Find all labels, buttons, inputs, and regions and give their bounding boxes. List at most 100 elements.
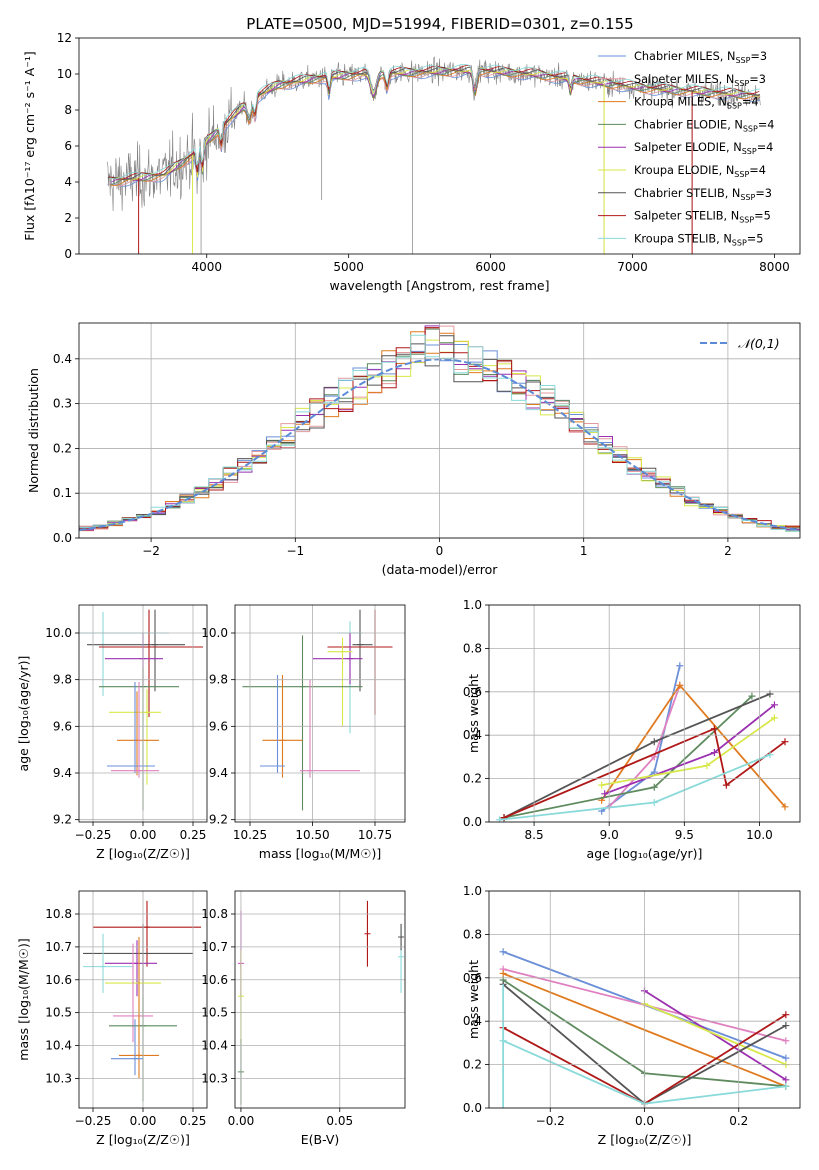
y-tick-label: 12 <box>57 31 72 45</box>
axes-frame <box>78 37 801 255</box>
chart-residuals: −2 −1 0 1 2 0.0 0.1 0.2 0.3 0.4 (data-model)/error… <box>26 322 801 577</box>
data-point <box>279 737 286 744</box>
x-axis-label: E(B-V) <box>301 1132 340 1147</box>
y-tick-label: 0.4 <box>53 352 72 366</box>
data-point <box>299 683 306 690</box>
data-point <box>347 655 353 662</box>
y-tick-label: 10.7 <box>201 940 228 954</box>
x-tick-label: 1 <box>580 544 588 558</box>
chart-spectrum: 4000 5000 6000 7000 8000 0 2 4 6 8 10 12 wavelength … <box>22 31 801 293</box>
weight-marker <box>499 948 507 956</box>
weight-marker <box>598 781 606 789</box>
y-tick-label: 0.3 <box>53 397 72 411</box>
y-tick-label: 0.6 <box>463 971 482 985</box>
model-line-salpeter_stelib <box>108 64 760 180</box>
legend-entry: Salpeter STELIB, NSSP=5 <box>634 210 771 225</box>
data-point <box>144 709 150 716</box>
plots-layer: 4000 5000 6000 7000 8000024681012wavelength … <box>16 31 801 1147</box>
y-tick-label: 0.4 <box>463 728 482 742</box>
y-tick-label: 10.5 <box>201 1006 228 1020</box>
legend-suffix: =3 <box>755 187 772 200</box>
x-tick-label: 0 <box>436 544 444 558</box>
x-tick-label: 4000 <box>191 260 222 274</box>
weight-marker <box>782 1011 790 1019</box>
x-tick-label: 0.25 <box>180 1114 207 1128</box>
legend-suffix: =3 <box>749 73 766 86</box>
y-axis-label: Normed distribution <box>26 368 41 493</box>
legend-name: Kroupa ELODIE, N <box>634 164 734 177</box>
y-axis-label: mass [log₁₀(M/M☉)] <box>16 938 31 1060</box>
data-point <box>398 953 405 960</box>
model-line-chabrier_stelib <box>107 66 761 181</box>
x-tick-label: 0.25 <box>180 828 207 842</box>
weight-marker <box>782 1022 790 1030</box>
figure-title: PLATE=0500, MJD=51994, FIBERID=0301, z=0… <box>246 15 633 33</box>
axes-frame <box>488 604 801 823</box>
x-tick-label: −0.25 <box>75 828 112 842</box>
x-axis-label: mass [log₁₀(M/M☉)] <box>259 846 381 861</box>
y-tick-label: 9.8 <box>209 673 228 687</box>
y-axis-label: age [log₁₀(age/yr)] <box>16 656 31 772</box>
legend-entry: Chabrier STELIB, NSSP=3 <box>634 187 772 202</box>
legend-sub: SSP <box>742 147 757 156</box>
weight-marker <box>766 751 774 759</box>
y-tick-label: 0.8 <box>463 927 482 941</box>
y-tick-label: 10.0 <box>45 626 72 640</box>
y-tick-label: 0.8 <box>463 641 482 655</box>
y-tick-label: 10.4 <box>45 1039 72 1053</box>
y-tick-label: 9.2 <box>53 813 72 827</box>
data-point <box>339 648 346 655</box>
weight-marker <box>650 738 658 746</box>
x-tick-label: −0.25 <box>75 1114 112 1128</box>
legend-suffix: =3 <box>750 50 767 63</box>
legend-name: Salpeter ELODIE, N <box>634 141 742 154</box>
weight-line-kroupa_elodie <box>644 1002 787 1066</box>
weight-marker <box>703 762 711 770</box>
weight-marker <box>781 738 789 746</box>
x-tick-label: 0.00 <box>228 1114 255 1128</box>
y-tick-label: 0.4 <box>463 1014 482 1028</box>
chart-age_vs_mass: 10.25 10.50 10.75 9.2 9.4 9.6 9.8 10.0 mass [log… <box>201 604 406 861</box>
weight-marker <box>782 1076 790 1084</box>
chart-age_vs_Z: −0.25 0.00 0.25 9.2 9.4 9.6 9.8 10.0 Z [log₁₀(Z/… <box>16 604 208 861</box>
y-tick-label: 10.6 <box>45 973 72 987</box>
model-line-kroupa_stelib <box>109 63 761 180</box>
y-tick-label: 9.6 <box>209 719 228 733</box>
legend-sub: SSP <box>743 124 758 133</box>
x-tick-label: 0.05 <box>326 1114 353 1128</box>
legend-name: Salpeter MILES, N <box>634 73 734 86</box>
y-tick-label: 1.0 <box>463 884 482 898</box>
x-tick-label: 10.75 <box>358 828 392 842</box>
x-tick-label: 10.0 <box>746 828 773 842</box>
legend-name: Kroupa MILES, N <box>634 96 727 109</box>
axes-frame <box>488 890 801 1109</box>
y-tick-label: 0.0 <box>463 815 482 829</box>
data-point <box>398 934 405 941</box>
y-tick-label: 10.3 <box>45 1071 72 1085</box>
legend-suffix: =4 <box>742 96 759 109</box>
data-point <box>274 763 281 769</box>
y-axis-label: mass weight <box>466 960 481 1039</box>
x-axis-label: Z [log₁₀(Z/Z☉)] <box>96 846 190 861</box>
y-tick-label: 10.3 <box>201 1071 228 1085</box>
x-tick-label: 5000 <box>333 260 364 274</box>
weight-marker <box>770 701 778 709</box>
legend-sub: SSP <box>740 193 755 202</box>
y-tick-label: 9.8 <box>53 673 72 687</box>
y-tick-label: 10.8 <box>201 907 228 921</box>
x-tick-label: −1 <box>286 544 304 558</box>
weight-marker <box>781 803 789 811</box>
weight-marker <box>676 681 684 689</box>
chart-weight_vs_age: 8.5 9.0 9.5 10.0 0.0 0.2 0.4 0.6 0.8 1.0 age [log₁… <box>463 598 801 861</box>
x-tick-label: 6000 <box>475 260 506 274</box>
data-spectrum-line <box>107 56 761 212</box>
y-tick-label: 10.8 <box>45 907 72 921</box>
x-tick-label: 2 <box>724 544 732 558</box>
legend-suffix: =4 <box>757 141 774 154</box>
data-point <box>100 963 106 970</box>
legend-entry: Kroupa ELODIE, NSSP=4 <box>634 164 766 179</box>
legend-name: Chabrier MILES, N <box>634 50 735 63</box>
data-point <box>136 1052 142 1059</box>
y-tick-label: 1.0 <box>463 598 482 612</box>
x-tick-label: −0.2 <box>536 1114 565 1128</box>
